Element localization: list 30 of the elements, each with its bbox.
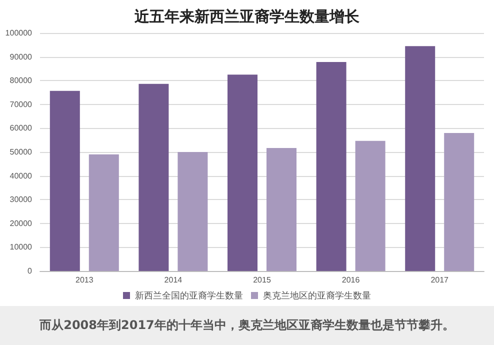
y-tick-label: 40000 [10,171,33,180]
chart-title: 近五年来新西兰亚裔学生数量增长 [134,8,360,26]
legend-label: 新西兰全国的亚裔学生数量 [135,290,243,300]
bar [316,62,346,271]
bar [138,84,169,271]
legend-label: 奥克兰地区的亚裔学生数量 [263,290,371,300]
y-tick-label: 30000 [10,195,33,204]
y-tick-label: 90000 [10,52,33,62]
y-tick-label: 70000 [10,100,33,109]
bar [266,148,296,271]
x-tick-label: 2014 [164,276,183,284]
y-tick-label: 50000 [10,148,33,156]
bar [228,74,258,271]
x-tick-label: 2013 [76,276,94,284]
y-tick-label: 60000 [10,124,33,133]
bar [50,90,80,271]
y-tick-label: 0 [28,266,33,276]
y-tick-label: 20000 [10,218,33,228]
y-tick-label: 80000 [10,76,33,86]
y-tick-label: 100000 [5,28,33,38]
x-tick-label: 2016 [342,276,360,284]
y-tick-label: 10000 [10,242,33,252]
x-tick-label: 2017 [430,276,450,284]
text: 而从2008年到2017年的十年当中，奥克兰地区亚裔学生数量也是节节攀升。 [0,306,494,345]
bar [444,132,474,271]
x-tick-label: 2015 [253,276,272,284]
bar [405,46,436,271]
bar [88,154,119,271]
bar [178,152,208,271]
bar [355,140,386,271]
